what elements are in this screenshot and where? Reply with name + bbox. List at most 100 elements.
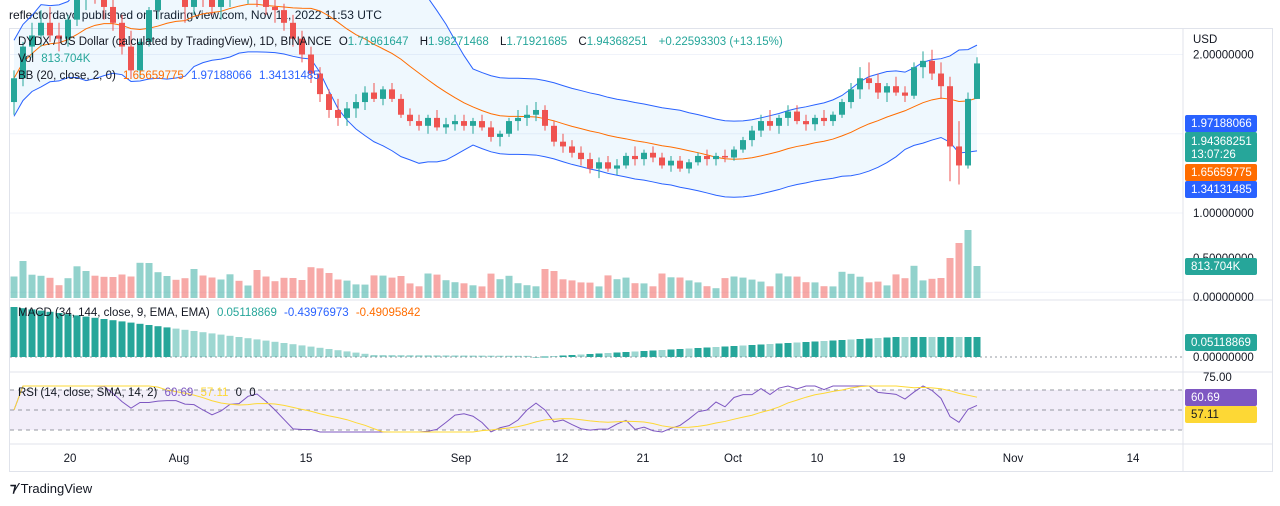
volume-bar <box>802 282 810 298</box>
candle-body <box>146 10 152 42</box>
volume-bar <box>271 281 279 298</box>
footer[interactable]: ⁊⁄ TradingView <box>10 480 92 496</box>
volume-bar <box>460 283 468 298</box>
candle-body <box>308 54 314 74</box>
macd-hist-bar <box>208 333 216 357</box>
volume-bar <box>712 288 720 298</box>
candle-body <box>38 22 44 36</box>
candle-body <box>317 73 323 95</box>
currency-label: USD <box>1193 34 1218 46</box>
volume-bar <box>919 280 927 298</box>
macd-hist-bar <box>28 309 36 357</box>
volume-bar <box>955 243 963 298</box>
macd-hist-bar <box>451 355 459 357</box>
volume-bar <box>253 270 261 298</box>
candle-body <box>821 117 827 122</box>
macd-hist-bar <box>892 337 900 357</box>
volume-bar <box>793 276 801 298</box>
time-tick-label: 21 <box>637 453 650 465</box>
macd-hist-bar <box>190 331 198 357</box>
macd-label: MACD (34, 144, close, 9, EMA, EMA) <box>18 307 210 319</box>
candle-body <box>713 155 719 160</box>
macd-hist-bar <box>118 321 126 357</box>
bb-fill <box>14 0 977 198</box>
candle-body <box>560 141 566 147</box>
candle-body <box>758 121 764 131</box>
candle-body <box>506 121 512 134</box>
volume-bar <box>937 278 945 298</box>
macd-hist-bar <box>316 347 324 357</box>
macd-hist-bar <box>631 351 639 357</box>
volume-bar <box>55 285 63 298</box>
volume-bar <box>10 276 18 298</box>
candle-body <box>614 165 620 169</box>
rsi-label: RSI (14, close, SMA, 14, 2) <box>18 387 158 399</box>
volume-bar <box>388 277 396 298</box>
candle-body <box>686 162 692 169</box>
rsi-extra-1: 0 <box>235 387 243 399</box>
volume-bar <box>352 284 360 298</box>
open-value: 1.71961647 <box>347 36 409 48</box>
volume-bar <box>19 261 27 298</box>
volume-bar <box>190 269 198 298</box>
bb-upper-value: 1.97188066 <box>190 70 252 82</box>
rsi-legend[interactable]: RSI (14, close, SMA, 14, 2) 60.69 57.11 … <box>18 387 260 399</box>
volume-bar <box>46 277 54 298</box>
volume-bar <box>235 280 243 298</box>
candle-body <box>326 94 332 110</box>
candle-body <box>353 102 359 109</box>
candle-body <box>65 19 71 39</box>
volume-bar <box>379 275 387 298</box>
volume-bar <box>514 283 522 298</box>
close-badge: 1.94368251 <box>1191 136 1252 148</box>
volume-bar <box>685 280 693 298</box>
candle-body <box>542 109 548 126</box>
candle-body <box>947 86 953 147</box>
price-tick-label: 0.00000000 <box>1193 292 1254 304</box>
macd-hist-bar <box>37 310 45 357</box>
volume-bar <box>64 278 72 298</box>
volume-bar <box>856 276 864 298</box>
price-tick-label: 1.00000000 <box>1193 208 1254 220</box>
volume-legend[interactable]: Vol 813.704K <box>18 53 94 65</box>
volume-bar <box>145 263 153 298</box>
macd-hist-bar <box>469 355 477 357</box>
volume-bar <box>496 279 504 298</box>
volume-bar <box>667 277 675 298</box>
volume-bar <box>199 275 207 298</box>
bb-upper-badge-bg <box>1185 115 1257 132</box>
macd-hist-bar <box>244 338 252 357</box>
symbol-legend[interactable]: DYDX / US Dollar (calculated by TradingV… <box>18 36 787 48</box>
macd-legend[interactable]: MACD (34, 144, close, 9, EMA, EMA) 0.051… <box>18 307 424 319</box>
macd-hist-bar <box>271 341 279 357</box>
macd-hist-bar <box>127 322 135 357</box>
volume-bar <box>721 278 729 298</box>
macd-hist-bar <box>766 344 774 357</box>
volume-bar <box>766 286 774 298</box>
candle-body <box>29 35 35 47</box>
volume-bar <box>73 266 81 298</box>
candle-body <box>884 86 890 93</box>
bb-upper-line <box>13 0 978 122</box>
bb-legend[interactable]: BB (20, close, 2, 0) 1.65659775 1.971880… <box>18 70 324 82</box>
volume-bar <box>280 277 288 298</box>
macd-hist-bar <box>784 343 792 357</box>
macd-hist-bar <box>964 337 972 357</box>
macd-hist-bar <box>460 355 468 357</box>
volume-bar <box>415 286 423 298</box>
time-tick-label: Aug <box>169 453 189 465</box>
rsi-ma-line <box>13 385 978 433</box>
volume-label: Vol <box>18 53 34 65</box>
publish-caption: reflectordayo published on TradingView.c… <box>9 8 382 22</box>
bb-label: BB (20, close, 2, 0) <box>18 70 116 82</box>
bb-basis-badge: 1.65659775 <box>1191 167 1252 179</box>
candle-body <box>47 22 53 36</box>
macd-hist-bar <box>343 351 351 357</box>
candle-body <box>740 140 746 150</box>
macd-hist-bar <box>307 346 315 357</box>
volume-bar <box>739 277 747 298</box>
candle-body <box>497 133 503 137</box>
volume-bar <box>640 283 648 298</box>
